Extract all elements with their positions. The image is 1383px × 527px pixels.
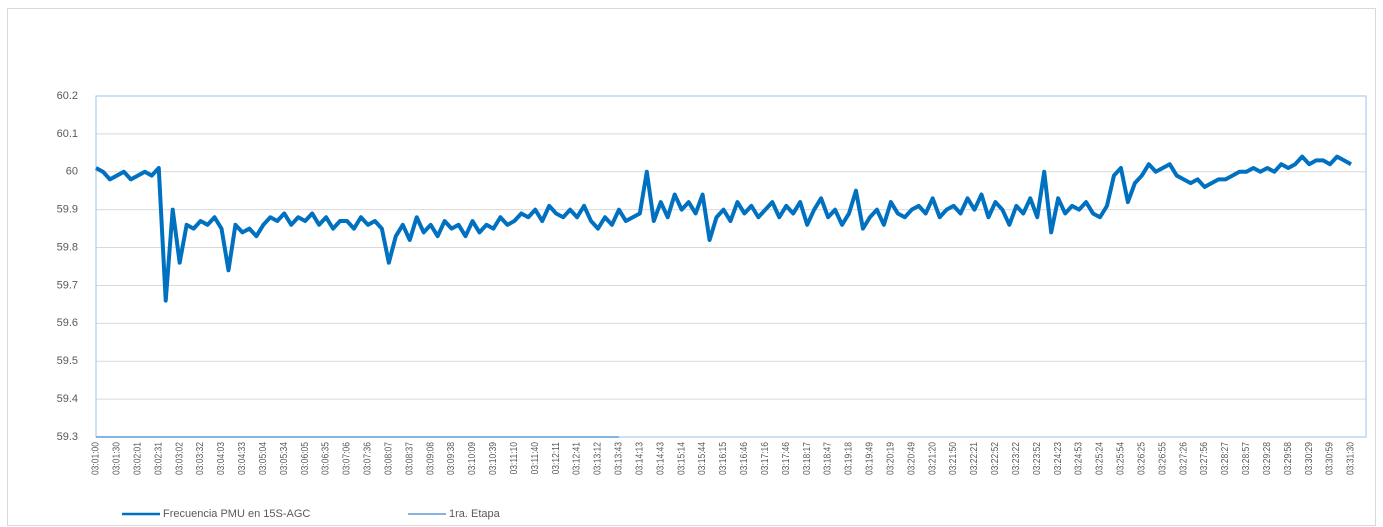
chart-border [7,8,1376,526]
x-tick-label: 03:12:11 [550,442,561,474]
x-tick-label: 03:25:54 [1115,442,1126,475]
x-tick-label: 03:14:13 [634,442,645,475]
y-tick-label: 59.3 [57,431,78,443]
x-tick-label: 03:17:16 [759,442,770,475]
x-tick-label: 03:22:52 [989,442,1000,475]
x-tick-label: 03:11:40 [529,442,540,474]
x-tick-label: 03:31:30 [1345,442,1356,475]
x-tick-label: 03:10:09 [467,442,478,475]
x-tick-label: 03:29:58 [1282,442,1293,475]
x-tick-label: 03:04:03 [216,442,227,475]
y-tick-label: 59.7 [57,279,78,291]
x-tick-label: 03:19:18 [843,442,854,475]
y-tick-label: 59.4 [57,393,78,405]
x-tick-label: 03:06:35 [320,442,331,475]
x-tick-label: 03:07:36 [362,442,373,475]
x-tick-label: 03:02:01 [132,442,143,475]
x-tick-label: 03:20:19 [885,442,896,475]
x-tick-label: 03:13:12 [592,442,603,475]
x-tick-label: 03:27:56 [1199,442,1210,475]
series-line [95,154,1352,303]
x-tick-label: 03:15:14 [676,442,687,475]
x-tick-label: 03:20:49 [906,442,917,475]
x-tick-label: 03:01:30 [111,442,122,475]
x-tick-label: 03:13:43 [613,442,624,475]
x-tick-label: 03:28:57 [1240,442,1251,475]
x-tick-label: 03:19:49 [864,442,875,475]
x-tick-label: 03:09:38 [446,442,457,475]
x-tick-label: 03:30:59 [1324,442,1335,475]
x-tick-label: 03:08:37 [404,442,415,475]
x-tick-label: 03:06:05 [299,442,310,475]
x-tick-label: 03:23:52 [1031,442,1042,475]
x-tick-label: 03:02:31 [153,442,164,475]
x-tick-label: 03:03:02 [174,442,185,475]
x-tick-label: 03:22:21 [969,442,980,475]
y-tick-label: 59.8 [57,241,78,253]
x-tick-label: 03:21:20 [927,442,938,475]
x-tick-label: 03:05:04 [257,442,268,475]
x-tick-label: 03:30:29 [1303,442,1314,475]
x-tick-label: 03:07:06 [341,442,352,475]
x-tick-label: 03:12:41 [571,442,582,475]
x-tick-label: 03:01:00 [90,442,101,475]
x-tick-label: 03:23:22 [1010,442,1021,475]
y-tick-label: 60.2 [57,90,78,102]
x-tick-label: 03:29:28 [1261,442,1272,475]
x-tick-label: 03:26:55 [1157,442,1168,475]
y-tick-label: 60.1 [57,128,78,140]
y-tick-label: 59.5 [57,355,78,367]
x-tick-label: 03:15:44 [697,442,708,475]
x-tick-label: 03:14:43 [655,442,666,475]
x-tick-label: 03:26:25 [1136,442,1147,475]
y-tick-label: 59.6 [57,317,78,329]
x-tick-label: 03:09:08 [425,442,436,475]
x-tick-label: 03:04:33 [236,442,247,475]
x-tick-label: 03:11:10 [508,442,519,474]
x-tick-label: 03:18:47 [822,442,833,475]
x-tick-label: 03:08:07 [383,442,394,475]
x-tick-label: 03:16:15 [718,442,729,475]
x-tick-label: 03:17:46 [780,442,791,475]
x-tick-label: 03:03:32 [195,442,206,475]
x-tick-label: 03:28:27 [1220,442,1231,475]
x-tick-label: 03:16:46 [738,442,749,475]
x-tick-label: 03:10:39 [487,442,498,475]
y-tick-label: 60 [66,166,78,178]
x-tick-label: 03:18:17 [801,442,812,475]
x-tick-label: 03:05:34 [278,442,289,475]
x-tick-label: 03:25:24 [1094,442,1105,475]
x-tick-label: 03:24:23 [1052,442,1063,475]
legend-label: Frecuencia PMU en 15S-AGC [163,508,310,520]
x-tick-label: 03:24:53 [1073,442,1084,475]
legend-label: 1ra. Etapa [449,508,501,520]
y-tick-label: 59.9 [57,204,78,216]
x-tick-label: 03:21:50 [948,442,959,475]
x-tick-label: 03:27:26 [1178,442,1189,475]
plot-border [95,95,1367,438]
